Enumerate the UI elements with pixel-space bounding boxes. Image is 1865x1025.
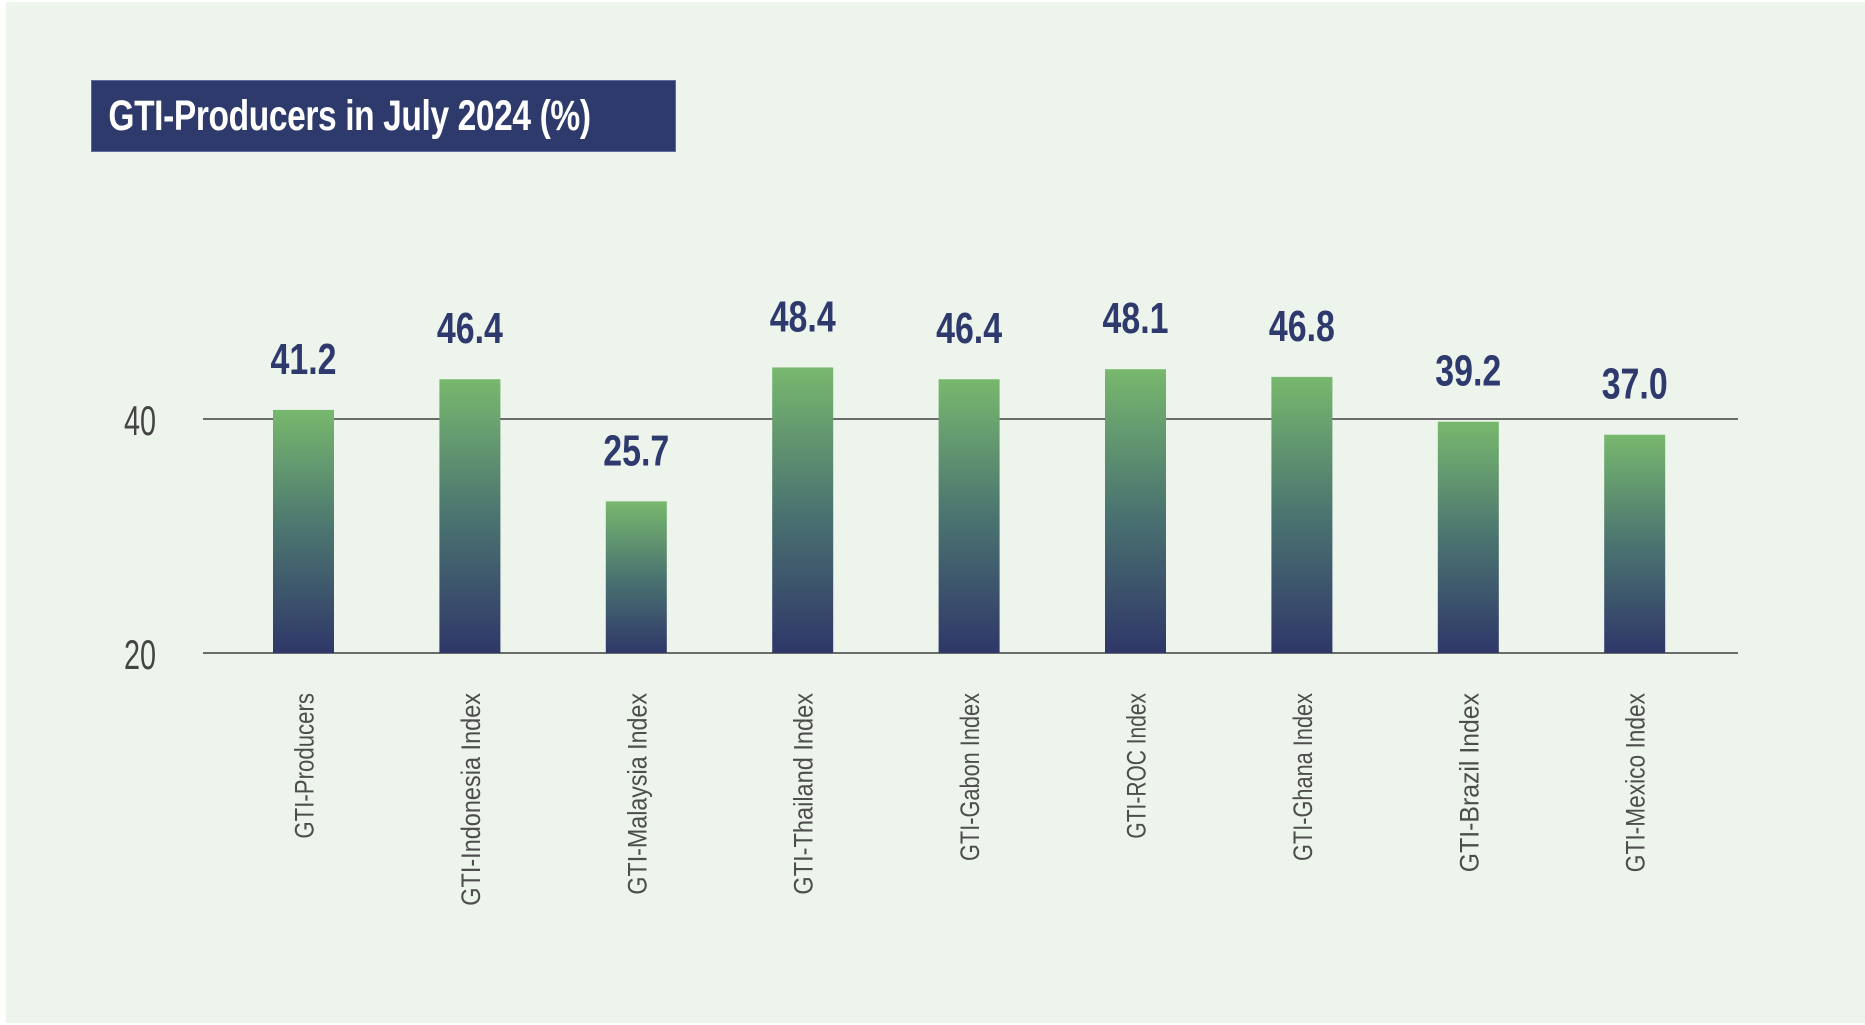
value-label: 48.1 xyxy=(1103,294,1169,343)
value-label: 46.4 xyxy=(437,304,503,353)
value-label: 39.2 xyxy=(1435,347,1501,396)
category-label: GTI-Ghana Index xyxy=(1288,693,1318,861)
value-label: 46.4 xyxy=(936,304,1002,353)
category-label: GTI-Thailand Index xyxy=(789,693,819,895)
bar xyxy=(1105,369,1166,653)
bar xyxy=(1604,434,1666,653)
category-label: GTI-Producers xyxy=(290,693,320,839)
bar xyxy=(1437,421,1499,653)
title-banner: GTI-Producers in July 2024 (%) xyxy=(91,80,676,152)
chart-title: GTI-Producers in July 2024 (%) xyxy=(108,91,591,140)
bar xyxy=(938,379,1000,653)
bar xyxy=(772,367,834,653)
value-label: 48.4 xyxy=(770,292,836,341)
category-label: GTI-Gabon Index xyxy=(955,693,985,861)
bar xyxy=(273,409,334,653)
value-label: 37.0 xyxy=(1602,360,1668,409)
category-label: GTI-ROC Index xyxy=(1122,693,1152,839)
category-label: GTI-Indonesia Index xyxy=(456,693,486,906)
y-tick-label: 20 xyxy=(124,631,156,678)
category-label: GTI-Brazil Index xyxy=(1454,693,1484,873)
value-label: 25.7 xyxy=(603,426,669,475)
bar xyxy=(439,379,501,653)
category-label: GTI-Mexico Index xyxy=(1621,693,1651,873)
category-label: GTI-Malaysia Index xyxy=(622,693,652,895)
value-label: 46.8 xyxy=(1269,302,1335,351)
y-tick-label: 40 xyxy=(124,397,156,444)
bar xyxy=(1271,376,1333,653)
bar xyxy=(605,501,667,653)
value-label: 41.2 xyxy=(271,335,337,384)
